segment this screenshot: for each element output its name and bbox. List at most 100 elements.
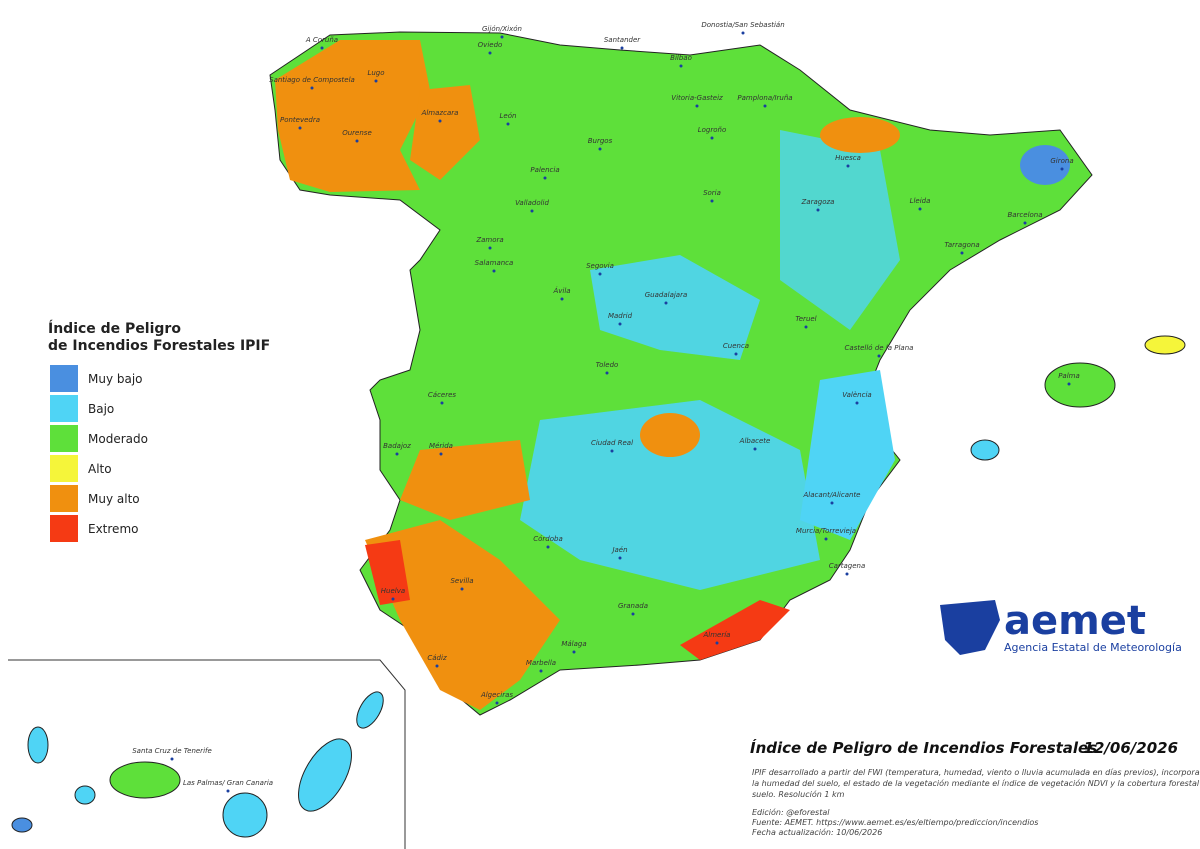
legend-swatch (50, 455, 78, 482)
city-dot (543, 176, 547, 180)
city-dot (855, 401, 859, 405)
city-label: Córdoba (533, 535, 563, 543)
area-levante (800, 370, 895, 540)
area-huesca (820, 117, 900, 153)
city-dot (710, 136, 714, 140)
area-madrid (590, 255, 760, 360)
area-girona (1020, 145, 1070, 185)
city-label: Las Palmas/ Gran Canaria (183, 779, 273, 787)
city-dot (715, 641, 719, 645)
fuerteventura (298, 738, 352, 812)
city-dot (374, 79, 378, 83)
legend-title: Índice de Peligro (48, 320, 181, 337)
city-dot (395, 452, 399, 456)
city-dot (492, 269, 496, 273)
lanzarote (356, 691, 384, 729)
city-label: Alacant/Alicante (802, 491, 860, 499)
city-dot (695, 104, 699, 108)
city-label: Bilbao (670, 54, 692, 62)
ibiza (970, 439, 1000, 461)
canarias-frame (8, 659, 406, 849)
city-dot (610, 449, 614, 453)
city-dot (440, 401, 444, 405)
city-label: Ávila (552, 286, 570, 295)
city-dot (816, 208, 820, 212)
city-label: Huelva (381, 587, 405, 595)
city-dot (618, 556, 622, 560)
city-label: Huesca (835, 154, 861, 162)
city-label: Logroño (698, 126, 727, 134)
title: Índice de Peligro de Incendios Forestale… (750, 738, 1097, 757)
city-label: Palma (1058, 372, 1080, 380)
city-label: Castelló de la Plana (845, 344, 914, 352)
city-dot (438, 119, 442, 123)
city-label: Zaragoza (801, 198, 835, 206)
city-label: Barcelona (1007, 211, 1042, 219)
city-dot (710, 199, 714, 203)
city-dot (170, 757, 174, 761)
city-label: Almería (703, 631, 731, 639)
city-label: Sevilla (450, 577, 473, 585)
city-dot (298, 126, 302, 130)
hierro (11, 817, 33, 833)
city-label: Lleida (910, 197, 931, 205)
city-label: A Coruña (305, 36, 338, 44)
legend-swatch (50, 515, 78, 542)
city-dot (1060, 167, 1064, 171)
city-dot (845, 572, 849, 576)
legend-title: de Incendios Forestales IPIF (48, 338, 270, 354)
legend-swatch (50, 395, 78, 422)
city-label: Gijón/Xixón (482, 25, 522, 33)
edition: Edición: @eforestal (752, 807, 830, 817)
city-dot (753, 447, 757, 451)
city-label: Girona (1050, 157, 1073, 165)
city-dot (546, 545, 550, 549)
legend-label: Extremo (88, 522, 138, 536)
area-leon (410, 85, 480, 180)
city-label: León (500, 112, 517, 120)
city-dot (918, 207, 922, 211)
city-dot (620, 46, 624, 50)
legend-label: Muy alto (88, 492, 140, 506)
city-dot (618, 322, 622, 326)
tenerife (109, 761, 181, 799)
city-dot (960, 251, 964, 255)
city-dot (830, 501, 834, 505)
city-dot (734, 352, 738, 356)
description: IPIF desarrollado a partir del FWI (temp… (752, 768, 1200, 777)
description: la humedad del suelo, el estado de la ve… (752, 778, 1200, 788)
city-label: Burgos (588, 137, 613, 145)
city-label: Lugo (367, 69, 384, 77)
city-labels: A Coruña Gijón/Xixón Oviedo Santander Donost… (132, 21, 1080, 793)
footer: Índice de Peligro de Incendios Forestale… (750, 738, 1200, 837)
city-label: Ciudad Real (591, 439, 633, 447)
description: suelo. Resolución 1 km (752, 789, 845, 799)
city-dot (495, 701, 499, 705)
city-dot (598, 147, 602, 151)
area-almeria (680, 600, 790, 660)
legend-items: Muy bajo Bajo Moderado Alto Muy alto Extremo (50, 365, 148, 542)
logo-icon (940, 600, 1000, 655)
city-label: València (842, 391, 871, 399)
city-label: Algeciras (480, 691, 513, 699)
city-label: Valladolid (515, 199, 549, 207)
city-dot (824, 537, 828, 541)
city-dot (391, 597, 395, 601)
city-dot (488, 51, 492, 55)
city-label: Cáceres (428, 391, 457, 399)
city-label: Santander (604, 36, 641, 44)
legend-label: Moderado (88, 432, 148, 446)
mallorca (1044, 362, 1116, 408)
city-dot (310, 86, 314, 90)
city-dot (741, 31, 745, 35)
menorca (1144, 335, 1186, 355)
la-palma (27, 726, 49, 764)
city-label: Mérida (429, 442, 453, 450)
city-dot (631, 612, 635, 616)
logo-name: aemet (1004, 598, 1146, 644)
city-dot (226, 789, 230, 793)
city-label: Granada (618, 602, 648, 610)
updated: Fecha actualización: 10/06/2026 (752, 827, 882, 837)
city-dot (846, 164, 850, 168)
city-dot (572, 650, 576, 654)
